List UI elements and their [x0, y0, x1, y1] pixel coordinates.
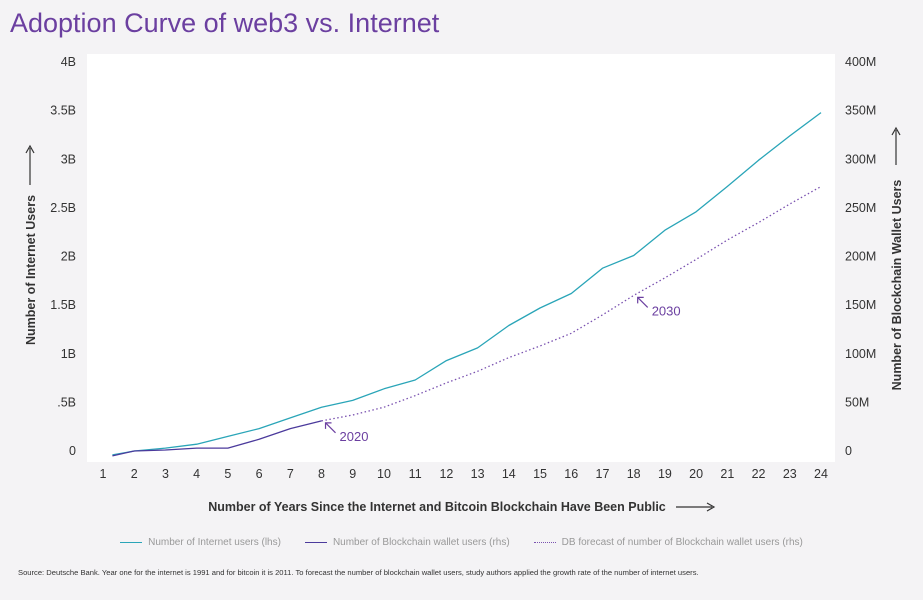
legend-swatch-forecast: [533, 542, 556, 543]
legend-item-forecast: DB forecast of number of Blockchain wall…: [533, 537, 803, 548]
y-left-arrowhead-icon: [25, 144, 35, 154]
x-tick-label: 17: [596, 467, 610, 481]
chart-title: Adoption Curve of web3 vs. Internet: [10, 8, 440, 38]
series-line-blockchain: [112, 420, 322, 457]
y-right-tick-label: 350M: [845, 104, 876, 118]
annotation-label: 2030: [652, 303, 681, 318]
source-note: Source: Deutsche Bank. Year one for the …: [18, 568, 699, 577]
y-left-tick-label: 2B: [61, 250, 76, 264]
legend-label-blockchain: Number of Blockchain wallet users (rhs): [332, 537, 510, 548]
annotation-label: 2020: [340, 429, 369, 444]
x-tick-label: 4: [193, 467, 200, 481]
x-tick-label: 18: [627, 467, 641, 481]
y-right-tick-label: 50M: [845, 395, 869, 409]
x-tick-label: 7: [287, 467, 294, 481]
legend-swatch-blockchain: [304, 542, 327, 543]
x-tick-label: 19: [658, 467, 672, 481]
x-tick-label: 20: [689, 467, 703, 481]
y-left-tick-label: 4B: [61, 55, 76, 69]
x-tick-label: 12: [439, 467, 453, 481]
x-tick-label: 13: [471, 467, 485, 481]
series-line-internet: [112, 112, 822, 456]
y-left-tick-label: 2.5B: [50, 201, 76, 215]
x-tick-label: 11: [409, 467, 422, 481]
y-right-tick-label: 200M: [845, 250, 876, 264]
legend-item-blockchain: Number of Blockchain wallet users (rhs): [304, 537, 510, 548]
y-left-tick-label: 3.5B: [50, 104, 76, 118]
y-right-tick-label: 150M: [845, 298, 876, 312]
y-right-tick-label: 0: [845, 444, 852, 458]
y-left-tick-label: .5B: [57, 395, 76, 409]
y-right-tick-label: 250M: [845, 201, 876, 215]
x-tick-label: 9: [349, 467, 356, 481]
series-line-forecast: [321, 185, 822, 422]
x-tick-label: 23: [783, 467, 797, 481]
legend-label-internet: Number of Internet users (lhs): [148, 537, 281, 548]
y-left-axis-title: Number of Internet Users: [24, 195, 38, 345]
legend: Number of Internet users (lhs) Number of…: [0, 537, 923, 548]
y-right-arrowhead-icon: [891, 126, 901, 136]
x-axis-arrowhead-icon: [706, 502, 716, 512]
annotation-arrow-icon: [637, 296, 649, 308]
x-tick-label: 8: [318, 467, 325, 481]
x-tick-label: 6: [256, 467, 263, 481]
x-tick-label: 15: [533, 467, 547, 481]
annotation-arrowhead-icon: [324, 422, 332, 429]
x-tick-label: 21: [720, 467, 734, 481]
legend-label-forecast: DB forecast of number of Blockchain wall…: [561, 537, 803, 548]
legend-item-internet: Number of Internet users (lhs): [120, 537, 281, 548]
y-right-tick-label: 100M: [845, 347, 876, 361]
annotation-arrow-icon: [325, 422, 336, 434]
legend-swatch-internet: [120, 542, 143, 543]
y-right-tick-label: 300M: [845, 152, 876, 166]
plot-area: [87, 54, 835, 462]
x-axis-title: Number of Years Since the Internet and B…: [208, 500, 666, 514]
x-tick-label: 22: [752, 467, 766, 481]
y-right-tick-label: 400M: [845, 55, 876, 69]
x-tick-label: 1: [100, 467, 107, 481]
y-left-tick-label: 1.5B: [50, 298, 76, 312]
y-left-tick-label: 1B: [61, 347, 76, 361]
annotation-arrowhead-icon: [637, 296, 644, 304]
x-tick-label: 2: [131, 467, 138, 481]
x-tick-label: 14: [502, 467, 516, 481]
y-left-tick-label: 0: [69, 444, 76, 458]
x-tick-label: 10: [377, 467, 391, 481]
y-left-tick-label: 3B: [61, 152, 76, 166]
x-tick-label: 16: [564, 467, 578, 481]
x-tick-label: 5: [224, 467, 231, 481]
x-tick-label: 3: [162, 467, 169, 481]
y-right-axis-title: Number of Blockchain Wallet Users: [890, 180, 904, 391]
x-tick-label: 24: [814, 467, 828, 481]
